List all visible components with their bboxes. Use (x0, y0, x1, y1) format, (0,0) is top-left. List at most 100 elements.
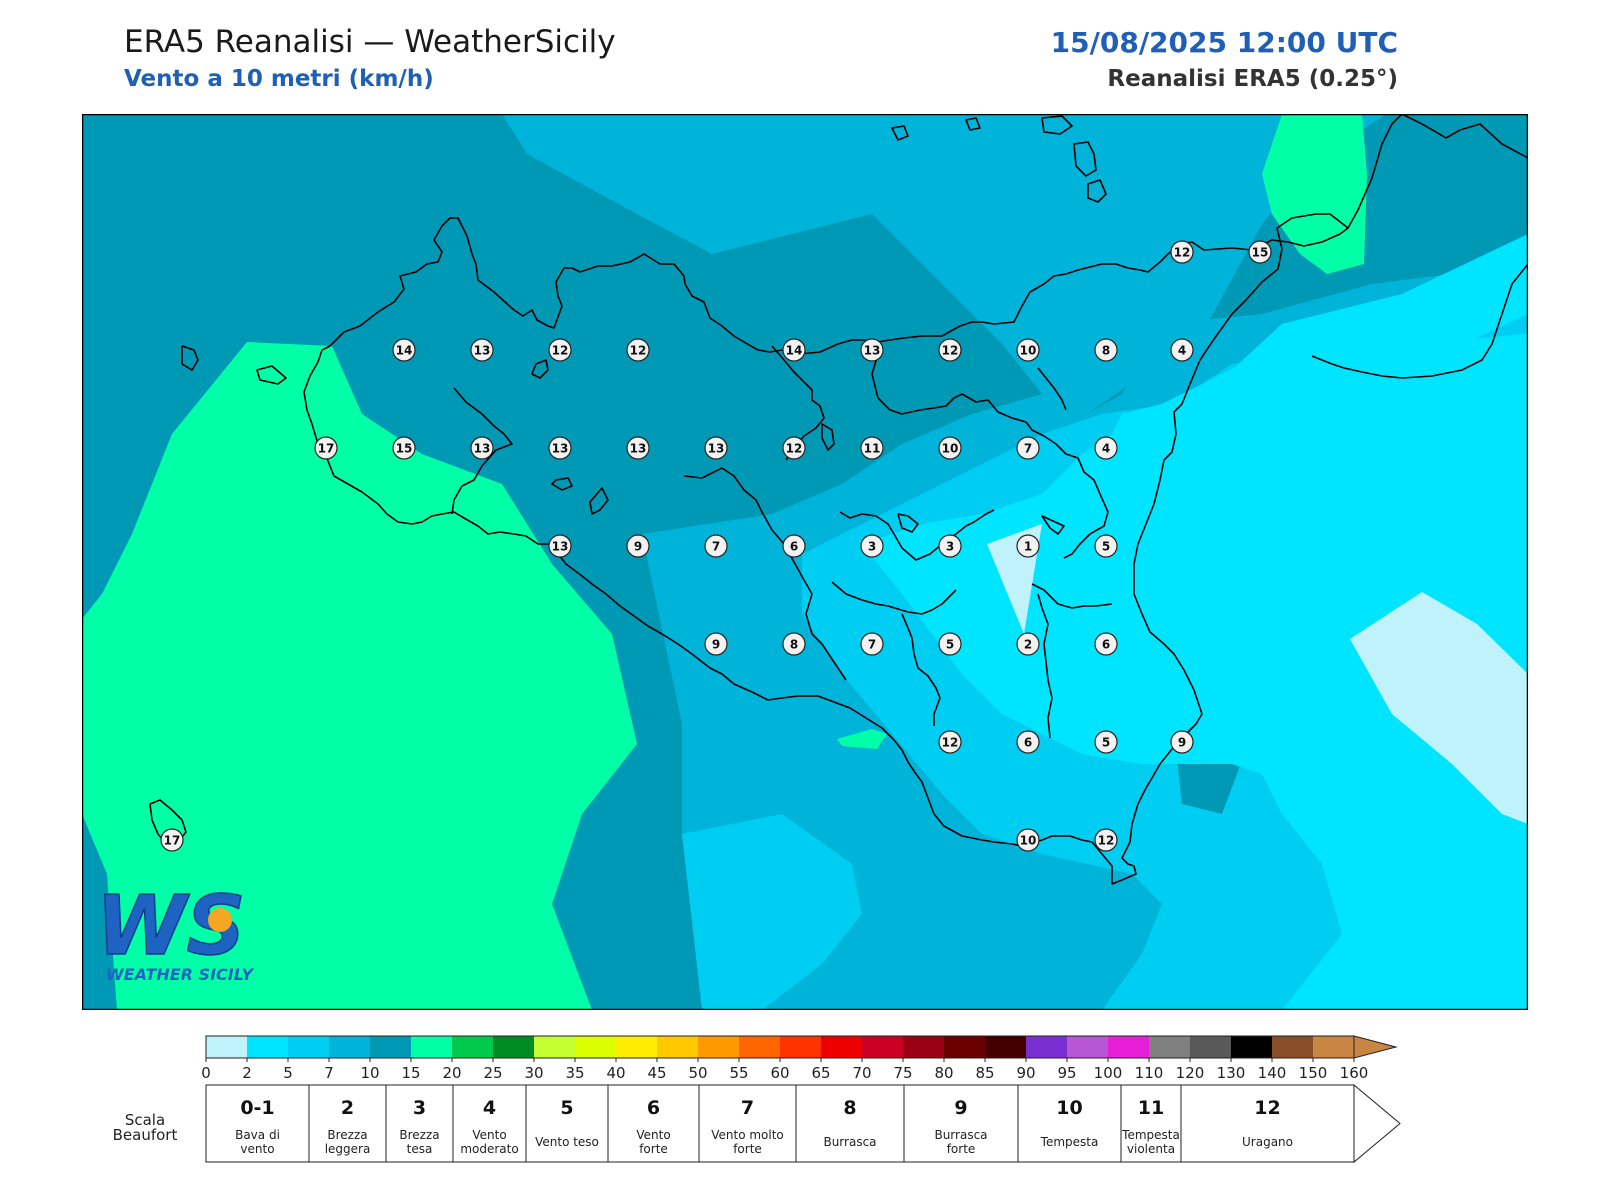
beaufort-description: Tempesta (1121, 1128, 1180, 1142)
beaufort-description: Tempesta (1040, 1135, 1099, 1149)
station-value: 8 (1102, 344, 1110, 358)
beaufort-force: 7 (741, 1097, 754, 1119)
station-circle (1094, 632, 1118, 656)
station-marker: 5 (1094, 534, 1118, 558)
beaufort-cell (205, 1084, 310, 1163)
wind-band (1350, 592, 1528, 824)
station-marker: 4 (1170, 338, 1194, 362)
station-value: 4 (1178, 344, 1186, 358)
station-marker: 13 (470, 338, 494, 362)
station-circle (782, 338, 806, 362)
station-value: 12 (942, 344, 959, 358)
colorbar-tick-label: 160 (1340, 1064, 1369, 1082)
station-marker: 5 (938, 632, 962, 656)
station-value: 12 (552, 344, 569, 358)
station-circle (1170, 338, 1194, 362)
colorbar-tick-label: 110 (1135, 1064, 1164, 1082)
station-marker: 4 (1094, 436, 1118, 460)
beaufort-description: Burrasca (934, 1128, 987, 1142)
colorbar-tick-label: 0 (201, 1064, 211, 1082)
station-marker: 7 (1016, 436, 1040, 460)
station-value: 13 (474, 442, 491, 456)
beaufort-label-line1: Scala (124, 1111, 166, 1129)
station-marker: 6 (782, 534, 806, 558)
beaufort-force: 2 (341, 1097, 354, 1119)
station-value: 14 (396, 344, 413, 358)
station-circle (704, 436, 728, 460)
station-value: 4 (1102, 442, 1110, 456)
station-marker: 13 (548, 534, 572, 558)
station-marker: 13 (548, 436, 572, 460)
colorbar-tick-label: 25 (483, 1064, 502, 1082)
beaufort-description: Brezza (399, 1128, 439, 1142)
station-value: 7 (868, 638, 876, 652)
station-circle (938, 632, 962, 656)
beaufort-description: vento (240, 1142, 274, 1156)
beaufort-class: 8 Burrasca (795, 1084, 905, 1163)
station-marker: 8 (1094, 338, 1118, 362)
station-circle (938, 436, 962, 460)
station-value: 12 (630, 344, 647, 358)
station-circle (626, 534, 650, 558)
station-marker: 17 (314, 436, 338, 460)
station-circle (314, 436, 338, 460)
colorbar-tick-label: 90 (1016, 1064, 1035, 1082)
wind-band (837, 729, 887, 749)
station-marker: 9 (626, 534, 650, 558)
colorbar-segment (1272, 1036, 1313, 1058)
beaufort-force: 4 (483, 1097, 496, 1119)
colorbar-tick-label: 75 (893, 1064, 912, 1082)
station-marker: 3 (938, 534, 962, 558)
beaufort-extend-arrow (1353, 1083, 1401, 1164)
station-marker: 12 (782, 436, 806, 460)
colorbar-tick-label: 50 (688, 1064, 707, 1082)
weather-sicily-logo: WS WEATHER SICILY (95, 878, 254, 984)
beaufort-cell (452, 1084, 527, 1163)
station-circle (1248, 240, 1272, 264)
beaufort-description: Vento molto (711, 1128, 784, 1142)
colorbar-segment (1313, 1036, 1354, 1058)
station-circle (704, 632, 728, 656)
colorbar-segment (985, 1036, 1026, 1058)
station-value: 12 (1098, 834, 1115, 848)
colorbar (205, 1035, 1398, 1059)
station-value: 15 (396, 442, 413, 456)
colorbar-segment (1190, 1036, 1231, 1058)
station-circle (782, 436, 806, 460)
legend: 0 2 5 7 10 15 20 25 30 35 40 45 50 55 60 65 70 75 80 85 90 95… (201, 1035, 1401, 1164)
sun-icon (208, 908, 232, 932)
station-circle (1016, 632, 1040, 656)
station-circle (1016, 534, 1040, 558)
colorbar-tick-label: 65 (811, 1064, 830, 1082)
colorbar-segment (780, 1036, 821, 1058)
colorbar-tick-label: 7 (324, 1064, 334, 1082)
station-value: 10 (1020, 834, 1037, 848)
colorbar-tick-label: 80 (934, 1064, 953, 1082)
station-circle (860, 534, 884, 558)
station-value: 9 (1178, 736, 1186, 750)
colorbar-ticks: 0 2 5 7 10 15 20 25 30 35 40 45 50 55 60 65 70 75 80 85 90 95… (201, 1058, 1368, 1082)
station-marker: 6 (1094, 632, 1118, 656)
station-circle (392, 436, 416, 460)
station-marker: 10 (1016, 828, 1040, 852)
beaufort-description: forte (947, 1142, 976, 1156)
colorbar-tick-label: 20 (442, 1064, 461, 1082)
wind-field (82, 114, 1528, 1010)
colorbar-segment (288, 1036, 329, 1058)
forecast-datetime: 15/08/2025 12:00 UTC (1050, 26, 1398, 59)
beaufort-cell (795, 1084, 905, 1163)
station-marker: 12 (938, 730, 962, 754)
colorbar-segment (493, 1036, 534, 1058)
station-value: 15 (1252, 246, 1269, 260)
station-value: 5 (1102, 736, 1110, 750)
station-circle (548, 338, 572, 362)
colorbar-segment (206, 1036, 247, 1058)
station-marker: 8 (782, 632, 806, 656)
station-value: 3 (868, 540, 876, 554)
colorbar-segment (247, 1036, 288, 1058)
